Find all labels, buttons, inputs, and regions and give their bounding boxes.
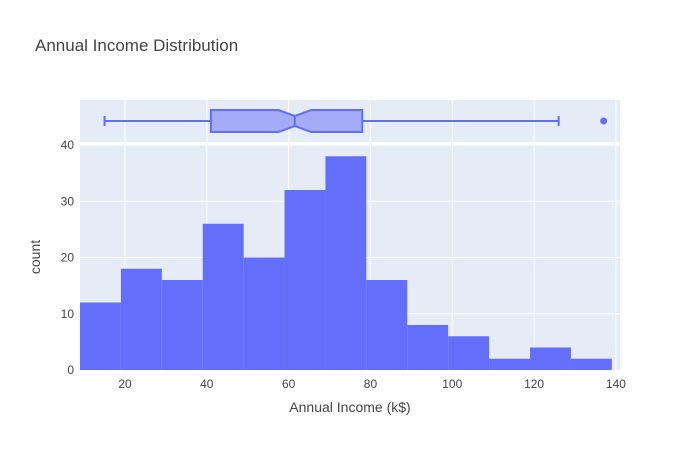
histogram-bar — [489, 358, 530, 370]
y-tick-label: 0 — [67, 363, 74, 377]
histogram-bar — [325, 156, 367, 370]
x-tick-label: 80 — [364, 377, 378, 391]
histogram-bar — [366, 280, 408, 370]
histogram-bar — [448, 336, 490, 370]
histogram-bar — [530, 347, 571, 370]
histogram-bar — [202, 223, 244, 370]
x-axis-label: Annual Income (k$) — [289, 399, 410, 415]
x-tick-label: 100 — [442, 377, 462, 391]
y-tick-label: 20 — [61, 251, 75, 265]
histogram-bar — [407, 325, 449, 370]
y-tick-label: 40 — [61, 138, 75, 152]
histogram-bar — [243, 257, 285, 370]
x-tick-label: 20 — [118, 377, 132, 391]
y-tick-label: 30 — [61, 194, 75, 208]
histogram-bar — [570, 358, 612, 370]
x-tick-label: 120 — [524, 377, 544, 391]
outlier-point — [600, 117, 608, 125]
histogram-bar — [80, 302, 121, 370]
box-plot — [103, 109, 608, 133]
x-tick-label: 60 — [282, 377, 296, 391]
histogram-bar — [161, 280, 203, 370]
y-axis-ticks: 0 10 20 30 40 — [61, 138, 75, 377]
histogram-bar — [284, 190, 326, 370]
chart-title: Annual Income Distribution — [35, 36, 238, 55]
y-tick-label: 10 — [61, 307, 75, 321]
x-tick-label: 140 — [606, 377, 626, 391]
histogram-bars — [80, 156, 612, 370]
histogram-bar — [120, 268, 162, 370]
x-tick-label: 40 — [200, 377, 214, 391]
notched-box — [209, 109, 364, 133]
y-axis-label: count — [27, 240, 43, 274]
x-axis-ticks: 20 40 60 80 100 120 140 — [118, 377, 626, 391]
